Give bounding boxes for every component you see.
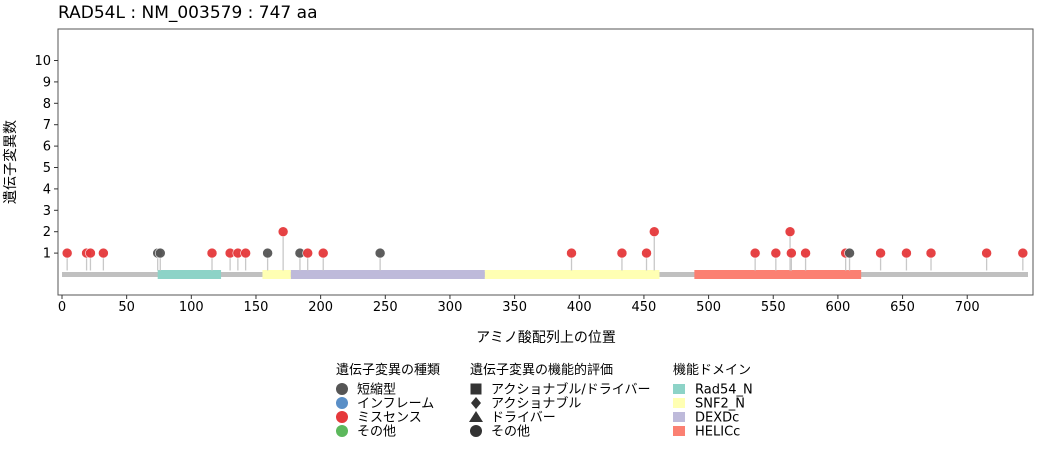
mutation-point-missense xyxy=(925,247,937,259)
x-tick-label: 700 xyxy=(955,300,980,315)
legend-label: ミスセンス xyxy=(357,411,422,426)
y-tick-label: 6 xyxy=(43,140,51,155)
mutation-point-missense xyxy=(981,247,992,259)
legend-label: HELICc xyxy=(695,425,740,440)
mutation-point-missense xyxy=(770,247,782,259)
mutation-point-missense xyxy=(800,247,811,259)
legend-label: Rad54_N xyxy=(695,383,753,398)
x-tick-label: 0 xyxy=(58,300,66,315)
mutation-point-missense xyxy=(1017,247,1029,259)
mutation-point-missense xyxy=(875,247,886,259)
x-tick-label: 100 xyxy=(179,300,204,315)
legend-label: SNF2_N xyxy=(695,397,745,412)
mutation-point-truncating xyxy=(374,247,386,259)
legend-key-triangle xyxy=(469,411,483,422)
legend-label: その他 xyxy=(357,425,396,440)
mutation-point-missense xyxy=(648,226,660,237)
y-tick-label: 8 xyxy=(43,97,51,112)
domain-rad54-n xyxy=(157,270,222,279)
y-tick-label: 2 xyxy=(43,225,51,240)
domain-helicc xyxy=(694,270,862,279)
mutation-point-missense xyxy=(566,247,577,259)
x-tick-label: 250 xyxy=(373,300,398,315)
legend-group-title: 遺伝子変異の機能的評価 xyxy=(470,362,613,378)
legend-key-rect xyxy=(673,384,685,394)
legend-key-square xyxy=(470,383,482,395)
y-tick-label: 9 xyxy=(43,75,51,90)
mutation-point-missense xyxy=(901,247,912,259)
legend-label: アクショナブル xyxy=(491,396,581,412)
x-tick-label: 150 xyxy=(244,300,269,315)
y-tick-label: 10 xyxy=(34,54,51,69)
x-tick-label: 300 xyxy=(438,300,463,315)
legend-key-rect xyxy=(673,398,685,408)
domain-snf2-n xyxy=(262,270,291,279)
mutation-point-missense xyxy=(616,247,628,259)
y-tick-label: 7 xyxy=(43,118,51,133)
x-tick-label: 200 xyxy=(308,300,333,315)
y-tick-label: 1 xyxy=(43,247,51,262)
chart-title: RAD54L : NM_003579 : 747 aa xyxy=(58,3,317,23)
legend-key-circle xyxy=(336,425,348,437)
x-axis-label: アミノ酸配列上の位置 xyxy=(476,330,616,346)
legend-group-title: 遺伝子変異の種類 xyxy=(336,362,440,378)
x-axis: 0 50 100 150 200 250 300 350 400 450 500 550 600 650 7… xyxy=(58,295,980,315)
y-tick-label: 3 xyxy=(43,204,51,219)
legend-key-rect xyxy=(673,426,685,436)
x-tick-label: 450 xyxy=(632,300,657,315)
y-tick-label: 4 xyxy=(43,182,51,197)
legend-label: DEXDc xyxy=(695,411,739,426)
x-tick-label: 400 xyxy=(567,300,592,315)
y-tick-label: 5 xyxy=(43,161,51,176)
legend-key-rect xyxy=(673,412,685,422)
legend-key-circle xyxy=(470,425,482,437)
mutation-point-missense xyxy=(98,247,109,259)
mutation-point-missense xyxy=(786,247,797,259)
mutation-point-missense xyxy=(641,247,652,259)
mutation-point-missense xyxy=(749,247,761,259)
x-tick-label: 550 xyxy=(761,300,786,315)
legend-key-circle xyxy=(336,383,348,395)
mutation-point-missense xyxy=(317,247,329,259)
x-tick-label: 600 xyxy=(825,300,850,315)
mutation-point-missense xyxy=(240,247,251,259)
legend-key-diamond xyxy=(471,397,481,409)
legend: 遺伝子変異の種類短縮型インフレームミスセンスその他遺伝子変異の機能的評価アクショ… xyxy=(336,362,753,440)
legend-key-circle xyxy=(336,397,348,409)
mutation-point-missense xyxy=(784,226,796,237)
x-tick-label: 650 xyxy=(890,300,915,315)
legend-label: 短縮型 xyxy=(357,382,396,398)
mutation-point-truncating xyxy=(262,247,273,259)
legend-group-title: 機能ドメイン xyxy=(673,363,751,378)
mutation-point-layer xyxy=(61,226,1029,259)
y-axis-label: 遺伝子変異数 xyxy=(2,120,19,204)
x-tick-label: 50 xyxy=(118,300,135,315)
mutation-point-missense xyxy=(206,247,218,259)
y-axis: 1 2 3 4 5 6 7 8 9 10 xyxy=(34,54,58,262)
legend-label: ドライバー xyxy=(491,411,556,426)
x-tick-label: 350 xyxy=(502,300,527,315)
legend-key-circle xyxy=(336,411,348,423)
mutation-point-missense xyxy=(302,247,314,259)
mutation-point-truncating xyxy=(844,247,855,259)
domain-snf2-n xyxy=(484,270,660,279)
plot-frame xyxy=(57,28,1034,296)
domain-layer xyxy=(62,270,1028,279)
legend-label: インフレーム xyxy=(357,397,434,412)
x-tick-label: 500 xyxy=(696,300,721,315)
mutation-point-missense xyxy=(61,247,73,259)
legend-label: アクショナブル/ドライバー xyxy=(491,382,650,398)
mutation-point-truncating xyxy=(154,247,166,259)
domain-dexdc xyxy=(290,270,485,279)
mutation-point-missense xyxy=(85,247,96,259)
legend-label: その他 xyxy=(491,425,530,440)
mutation-point-missense xyxy=(277,226,289,237)
